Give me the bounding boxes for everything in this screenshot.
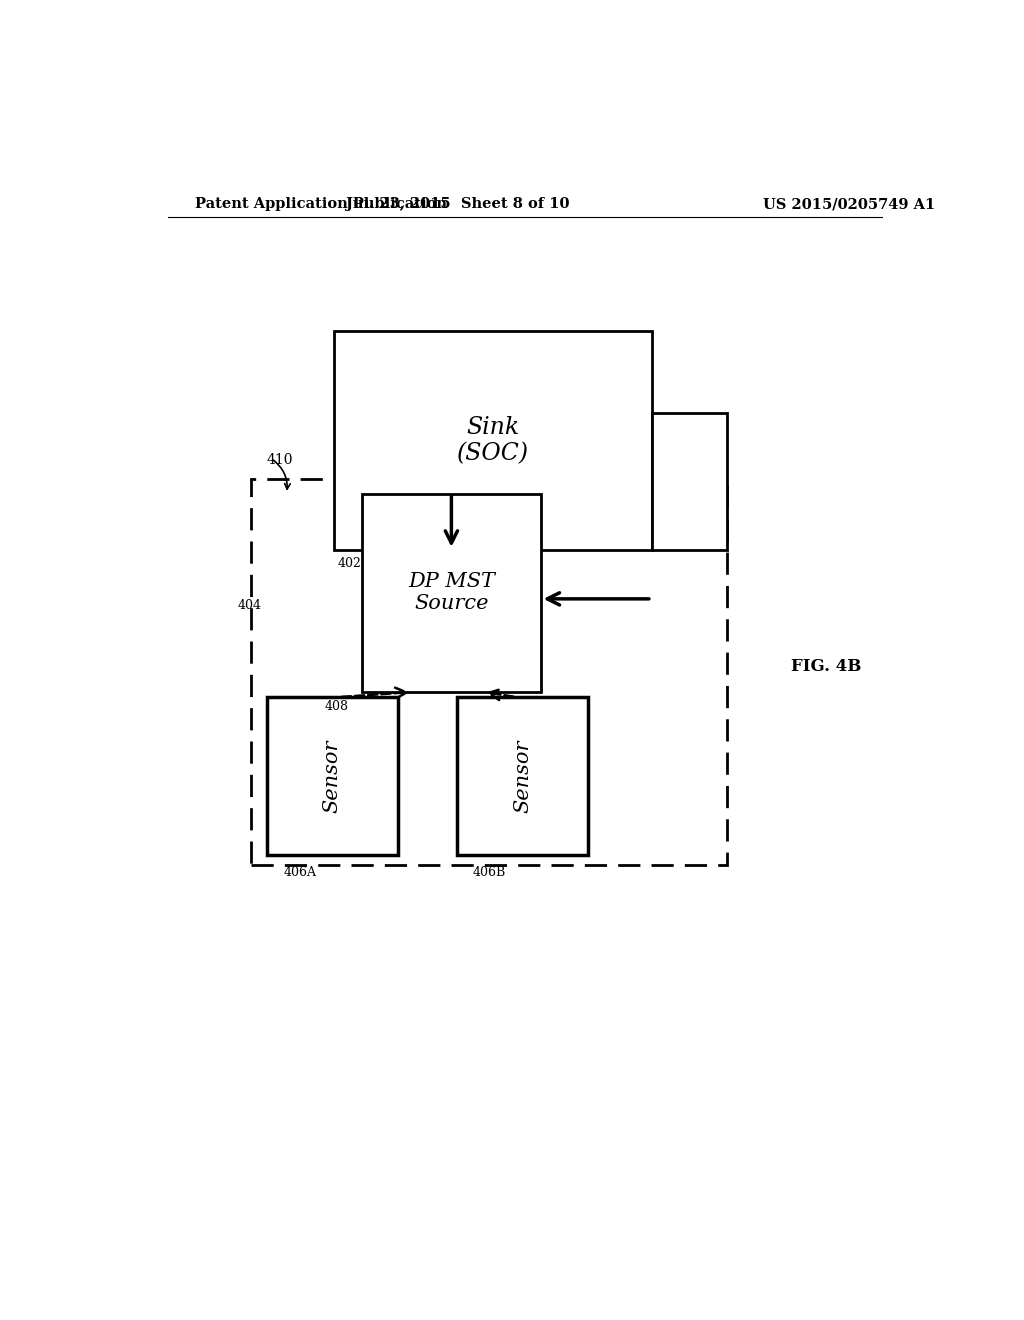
Text: Sensor: Sensor (323, 739, 342, 813)
Bar (267, 697, 397, 854)
Text: 404: 404 (238, 599, 261, 612)
Text: 402: 402 (338, 557, 361, 570)
Text: 406A: 406A (284, 866, 316, 879)
Text: 408: 408 (325, 700, 349, 713)
Text: Patent Application Publication: Patent Application Publication (196, 197, 447, 211)
Text: FIG. 4B: FIG. 4B (791, 659, 861, 675)
Bar (458, 697, 588, 854)
Text: US 2015/0205749 A1: US 2015/0205749 A1 (763, 197, 935, 211)
Bar (334, 331, 652, 549)
Bar (652, 413, 727, 549)
Text: 406B: 406B (472, 866, 506, 879)
Text: DP MST
Source: DP MST Source (408, 573, 495, 614)
Text: Sink
(SOC): Sink (SOC) (457, 416, 529, 465)
Bar (251, 479, 727, 865)
Bar (362, 494, 541, 692)
Text: Jul. 23, 2015  Sheet 8 of 10: Jul. 23, 2015 Sheet 8 of 10 (345, 197, 569, 211)
Text: Sensor: Sensor (513, 739, 532, 813)
Text: 410: 410 (267, 453, 294, 467)
